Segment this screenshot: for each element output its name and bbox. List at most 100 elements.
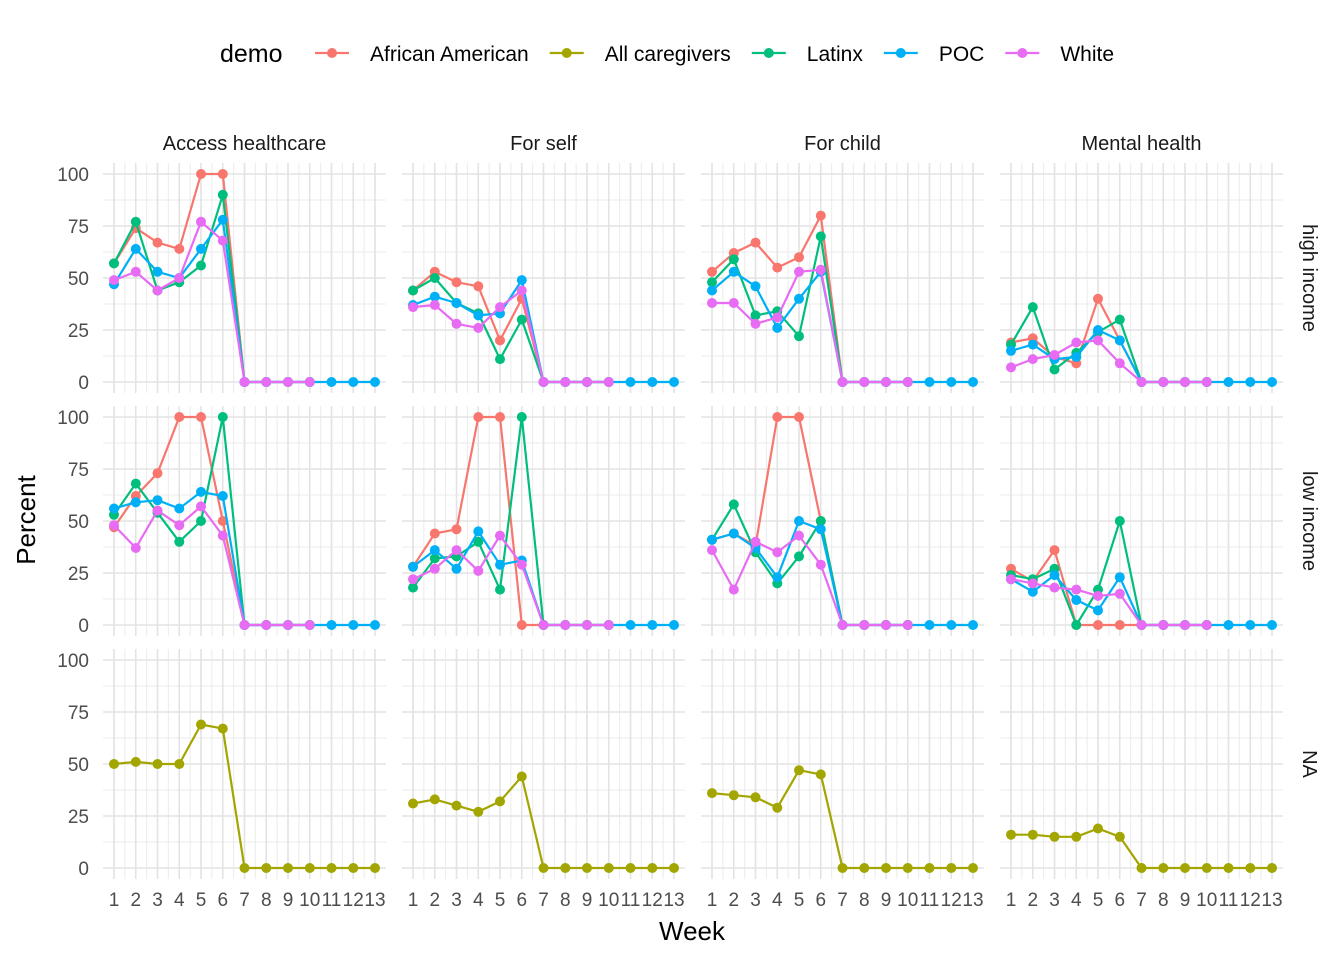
data-point [348,377,359,387]
data-point [196,486,206,497]
data-point [1114,358,1125,369]
data-point [473,526,484,537]
data-point [669,377,679,387]
data-point [348,863,359,873]
data-point [429,563,440,574]
panel-grid [103,649,386,879]
data-point [772,322,783,333]
data-point [647,863,658,873]
x-tick-label: 7 [837,890,848,911]
series-line [113,505,310,627]
data-point [794,293,804,304]
data-point [1071,584,1082,595]
facet-column-label: Access healthcare [163,133,326,155]
x-tick-label: 4 [1071,890,1082,911]
data-point [408,582,418,593]
data-point [473,281,484,292]
x-tick-label: 12 [642,890,663,911]
data-point [794,266,804,277]
data-point [451,563,462,574]
data-point [326,863,337,873]
data-point [815,210,826,221]
series-line [412,534,609,627]
data-point [1027,354,1038,365]
panel-for-child-na [707,765,978,873]
data-point [772,572,783,583]
data-point [560,863,571,873]
series-line [712,268,908,384]
y-tick-label: 75 [68,217,89,238]
data-point [794,252,804,263]
data-point [1201,377,1212,387]
data-point [794,530,804,541]
data-point [495,412,505,422]
data-point [1093,590,1103,601]
data-point [152,266,163,277]
data-point [815,516,826,526]
data-point [728,266,739,277]
series-line [1010,578,1207,627]
panel-grid [402,649,685,879]
data-point [1223,863,1234,873]
data-point [239,863,250,873]
series-white [109,216,315,387]
data-point [516,771,527,782]
series-line [412,289,609,384]
data-point [707,285,717,296]
data-point [946,863,957,873]
panel-grid [701,406,984,636]
data-point [196,216,206,227]
data-point [1267,620,1277,630]
data-point [283,620,293,630]
x-tick-label: 2 [1027,890,1038,911]
data-point [516,275,527,286]
data-point [728,254,739,265]
data-point [196,412,206,422]
legend-title: demo [220,40,283,68]
data-point [304,863,315,873]
x-tick-label: 4 [772,890,783,911]
data-point [1267,377,1277,387]
data-point [451,800,462,811]
data-point [582,377,592,387]
data-point [174,520,185,531]
data-point [750,792,761,803]
x-tick-label: 10 [897,890,918,911]
data-point [1071,352,1082,362]
data-point [130,243,141,254]
legend-entry-african-american: African American [315,43,529,66]
data-point [1006,574,1016,585]
x-tick-label: 8 [1158,890,1169,911]
series-white [707,530,913,630]
x-tick-label: 2 [130,890,141,911]
data-point [196,243,206,254]
x-tick-label: 12 [1240,890,1261,911]
data-point [1114,588,1125,599]
series-all-caregivers [1006,823,1277,873]
data-point [560,377,571,387]
data-point [370,620,380,630]
legend-label: Latinx [807,43,864,66]
y-tick-label: 100 [57,165,89,186]
facet-row-label: high income [1298,224,1320,332]
data-point [174,243,185,254]
x-axis-title: Week [659,916,726,946]
data-point [1006,345,1016,356]
x-tick-label: 12 [941,890,962,911]
data-point [109,520,119,531]
data-point [924,863,935,873]
legend-entry-all-caregivers: All caregivers [549,43,731,66]
data-point [130,216,141,227]
data-point [1006,362,1016,373]
panel-for-child-high-income [707,210,978,387]
data-point [1158,620,1169,630]
data-point [408,285,418,296]
legend-key-point [763,48,774,58]
data-point [516,559,527,570]
series-all-caregivers [707,765,978,873]
x-tick-label: 6 [815,890,826,911]
legend: demo African American All caregivers Latin… [220,40,1114,68]
x-tick-label: 1 [109,890,120,911]
data-point [647,620,658,630]
